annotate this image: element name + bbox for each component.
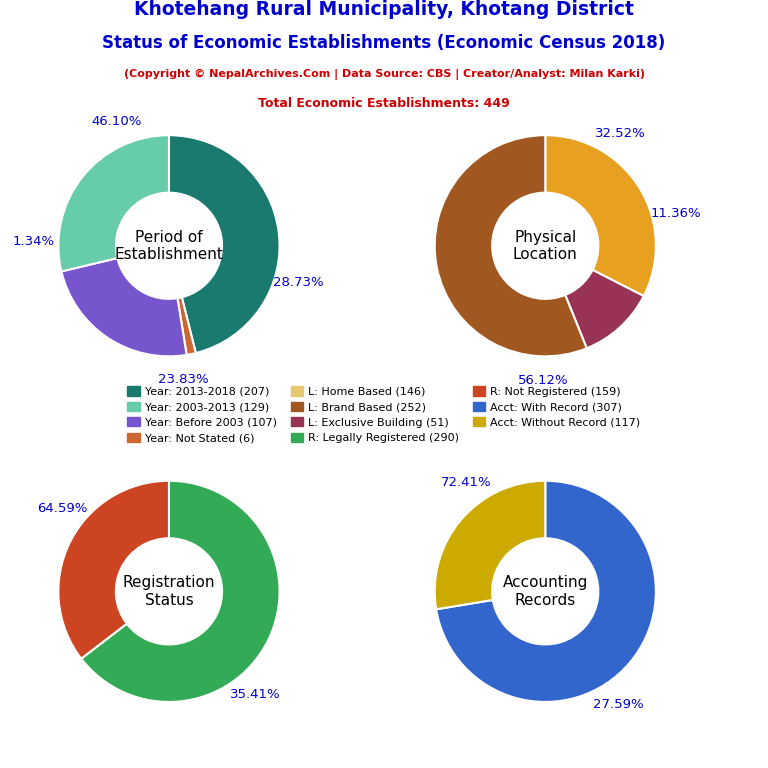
Text: 32.52%: 32.52% bbox=[595, 127, 646, 141]
Text: 27.59%: 27.59% bbox=[594, 698, 644, 711]
Text: 35.41%: 35.41% bbox=[230, 688, 281, 701]
Text: 56.12%: 56.12% bbox=[518, 374, 568, 387]
Text: 64.59%: 64.59% bbox=[38, 502, 88, 515]
Wedge shape bbox=[58, 135, 169, 271]
Wedge shape bbox=[435, 481, 545, 609]
Wedge shape bbox=[435, 135, 587, 356]
Text: 28.73%: 28.73% bbox=[273, 276, 324, 290]
Text: Total Economic Establishments: 449: Total Economic Establishments: 449 bbox=[258, 97, 510, 110]
Legend: Year: 2013-2018 (207), Year: 2003-2013 (129), Year: Before 2003 (107), Year: Not: Year: 2013-2018 (207), Year: 2003-2013 (… bbox=[123, 382, 645, 448]
Wedge shape bbox=[169, 135, 280, 353]
Wedge shape bbox=[61, 258, 187, 356]
Text: Period of
Establishment: Period of Establishment bbox=[114, 230, 223, 262]
Text: Khotehang Rural Municipality, Khotang District: Khotehang Rural Municipality, Khotang Di… bbox=[134, 0, 634, 19]
Text: 72.41%: 72.41% bbox=[441, 475, 492, 488]
Text: 11.36%: 11.36% bbox=[651, 207, 701, 220]
Text: 23.83%: 23.83% bbox=[157, 373, 208, 386]
Text: Accounting
Records: Accounting Records bbox=[502, 575, 588, 607]
Text: 46.10%: 46.10% bbox=[91, 115, 141, 128]
Wedge shape bbox=[58, 481, 169, 659]
Text: 1.34%: 1.34% bbox=[13, 234, 55, 247]
Wedge shape bbox=[177, 297, 196, 355]
Text: Registration
Status: Registration Status bbox=[123, 575, 215, 607]
Wedge shape bbox=[81, 481, 280, 702]
Text: Status of Economic Establishments (Economic Census 2018): Status of Economic Establishments (Econo… bbox=[102, 35, 666, 52]
Wedge shape bbox=[565, 270, 644, 348]
Text: (Copyright © NepalArchives.Com | Data Source: CBS | Creator/Analyst: Milan Karki: (Copyright © NepalArchives.Com | Data So… bbox=[124, 69, 644, 80]
Text: Physical
Location: Physical Location bbox=[513, 230, 578, 262]
Wedge shape bbox=[436, 481, 656, 702]
Wedge shape bbox=[545, 135, 656, 296]
